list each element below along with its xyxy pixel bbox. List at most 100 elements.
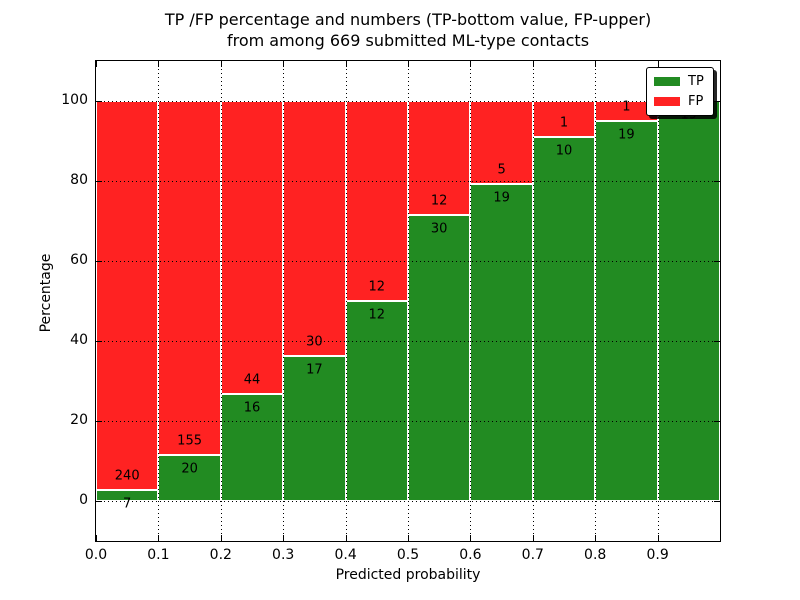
x-tick-label: 0.0: [84, 547, 108, 563]
x-tick-label: 0.5: [396, 547, 420, 563]
bar-fp-count-label: 12: [368, 279, 386, 295]
bar-tp-count-label: 7: [123, 496, 132, 512]
bar-tp-segment: [283, 356, 346, 501]
v-gridline: [345, 61, 347, 541]
bar-fp-segment: [283, 101, 346, 357]
bar-tp-count-label: 19: [618, 127, 635, 143]
bar-tp-segment: [532, 137, 596, 501]
x-tick-mark-top: [595, 61, 597, 67]
bar-fp-count-label: 240: [114, 468, 140, 484]
x-tick-mark-top: [657, 61, 659, 67]
y-tick-mark-right: [714, 181, 720, 182]
x-tick-mark-top: [532, 61, 534, 67]
x-tick-mark-top: [408, 61, 409, 67]
y-tick-mark-right: [714, 341, 720, 342]
bar-tp-count-label: 19: [493, 190, 510, 206]
x-tick-mark: [283, 535, 285, 541]
x-tick-label: 0.3: [272, 547, 295, 563]
bar-tp-segment: [345, 301, 408, 501]
y-tick-mark-right: [714, 421, 720, 422]
x-tick-mark-top: [720, 61, 721, 67]
plot-area: 240715520441630171212123051911011919 TP …: [95, 60, 721, 542]
v-gridline: [470, 61, 472, 541]
y-tick-label: 80: [70, 172, 88, 188]
bar-tp-count-label: 30: [430, 221, 448, 237]
bar-fp-segment: [345, 101, 408, 301]
x-tick-label: 0.4: [334, 547, 357, 563]
v-gridline: [408, 61, 409, 541]
bar-fp-segment: [220, 101, 284, 395]
x-tick-label: 0.9: [646, 547, 669, 563]
bar-tp-segment: [470, 184, 533, 501]
x-tick-label: 0.7: [521, 547, 544, 563]
y-tick-label: 60: [70, 252, 88, 268]
bar-fp-segment: [158, 101, 221, 456]
v-gridline: [532, 61, 534, 541]
v-gridline: [158, 61, 160, 541]
legend-label-fp: FP: [688, 94, 704, 109]
legend: TP FP: [646, 67, 714, 116]
bar-fp-segment: [96, 101, 159, 490]
y-tick-mark: [96, 341, 102, 342]
x-tick-mark: [595, 535, 597, 541]
legend-entry-fp: FP: [654, 93, 704, 110]
v-gridline: [595, 61, 597, 541]
y-tick-mark: [96, 501, 102, 502]
bar-fp-count-label: 1: [622, 99, 631, 115]
bar-fp-count-label: 30: [306, 334, 323, 350]
bar-fp-count-label: 155: [177, 433, 203, 449]
x-tick-mark: [408, 535, 409, 541]
x-tick-mark-top: [96, 61, 97, 67]
bar-fp-segment: [408, 101, 471, 216]
y-tick-mark-right: [714, 101, 720, 102]
x-tick-mark-top: [345, 61, 347, 67]
x-axis-label: Predicted probability: [335, 567, 481, 583]
y-tick-mark: [96, 181, 102, 182]
x-tick-label: 0.8: [584, 547, 607, 563]
x-tick-mark-top: [220, 61, 222, 67]
y-tick-label: 0: [79, 492, 88, 508]
x-tick-mark: [720, 535, 721, 541]
y-tick-label: 40: [70, 332, 88, 348]
x-tick-mark: [220, 535, 222, 541]
fp-color-swatch: [654, 97, 680, 106]
y-tick-mark-right: [714, 261, 720, 262]
bar-fp-count-label: 12: [430, 193, 448, 209]
y-tick-label: 100: [61, 92, 88, 108]
x-tick-mark: [657, 535, 659, 541]
bar-tp-count-label: 20: [181, 461, 198, 477]
x-tick-mark-top: [470, 61, 472, 67]
legend-label-tp: TP: [688, 74, 704, 89]
chart-title-line1: TP /FP percentage and numbers (TP-bottom…: [164, 10, 652, 29]
chart-title-line2: from among 669 submitted ML-type contact…: [226, 31, 590, 50]
bar-fp-count-label: 44: [243, 372, 261, 388]
bar-tp-count-label: 10: [555, 143, 573, 159]
bar-fp-count-label: 5: [497, 162, 506, 178]
bar-fp-segment: [470, 101, 533, 185]
x-tick-label: 0.1: [147, 547, 170, 563]
x-tick-mark: [470, 535, 472, 541]
y-tick-mark: [96, 101, 102, 102]
x-tick-mark-top: [158, 61, 160, 67]
y-tick-label: 20: [70, 412, 88, 428]
bar-tp-segment: [595, 121, 658, 501]
x-tick-mark: [532, 535, 534, 541]
v-gridline: [220, 61, 222, 541]
x-tick-mark: [96, 535, 97, 541]
x-tick-label: 0.6: [459, 547, 482, 563]
y-tick-mark-right: [714, 501, 720, 502]
y-axis-label: Percentage: [38, 253, 54, 333]
tp-color-swatch: [654, 77, 680, 86]
legend-entry-tp: TP: [654, 73, 704, 90]
bar-tp-segment: [96, 489, 159, 501]
chart-title: TP /FP percentage and numbers (TP-bottom…: [96, 9, 720, 51]
y-tick-mark: [96, 421, 102, 422]
v-gridline: [283, 61, 285, 541]
bar-tp-count-label: 16: [243, 400, 261, 416]
v-gridline: [657, 61, 659, 541]
bar-tp-count-label: 12: [368, 307, 386, 323]
bar-tp-segment: [657, 101, 720, 501]
x-tick-mark: [345, 535, 347, 541]
y-tick-mark: [96, 261, 102, 262]
